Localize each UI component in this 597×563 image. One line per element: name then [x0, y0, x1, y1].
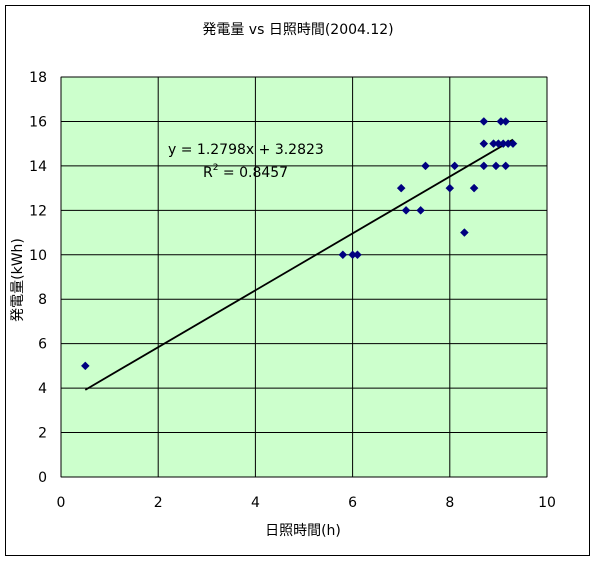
x-tick-label: 10	[538, 495, 556, 511]
data-point	[421, 161, 430, 171]
y-tick-label: 2	[38, 426, 47, 442]
data-point	[469, 183, 479, 193]
x-tick-labels: 0 2 4 6 8 10	[57, 495, 556, 511]
data-point	[80, 361, 90, 371]
y-tick-label: 16	[29, 114, 47, 130]
data-point	[401, 205, 411, 215]
data-point	[396, 183, 406, 193]
data-point	[491, 161, 501, 171]
y-tick-labels: 0 2 4 6 8 10 12 14 16 18	[29, 70, 47, 486]
plot-area	[60, 76, 548, 478]
r-squared-line: R2 = 0.8457	[203, 163, 288, 181]
r-squared-superscript: 2	[213, 163, 219, 173]
r-squared-value: = 0.8457	[218, 165, 288, 181]
data-point	[450, 161, 460, 171]
data-point	[501, 117, 511, 126]
y-tick-label: 8	[38, 292, 47, 308]
data-point	[353, 250, 362, 260]
data-point	[508, 139, 518, 149]
y-axis-title: 発電量(kWh)	[10, 238, 26, 322]
y-tick-label: 12	[29, 203, 47, 219]
data-point	[416, 205, 425, 215]
data-point	[338, 250, 348, 260]
x-axis-title: 日照時間(h)	[265, 523, 341, 539]
chart-title: 発電量 vs 日照時間(2004.12)	[202, 22, 393, 38]
x-tick-label: 6	[348, 495, 357, 511]
data-point	[479, 117, 489, 126]
y-tick-label: 18	[29, 70, 47, 86]
y-tick-label: 6	[38, 337, 47, 353]
data-point	[479, 161, 489, 171]
x-tick-label: 4	[251, 495, 260, 511]
trendline	[84, 138, 514, 391]
trendline-equation: y = 1.2798x + 3.2823 R2 = 0.8457	[168, 142, 324, 181]
y-tick-label: 0	[38, 470, 47, 486]
trendline-group	[84, 138, 514, 391]
y-tick-label: 4	[38, 381, 47, 397]
equation-line: y = 1.2798x + 3.2823	[168, 142, 324, 158]
x-tick-label: 2	[154, 495, 163, 511]
data-point	[501, 161, 511, 171]
data-point	[479, 139, 489, 149]
y-tick-label: 10	[29, 248, 47, 264]
r-squared-prefix: R	[203, 165, 213, 181]
data-points	[80, 117, 518, 371]
data-point	[445, 183, 455, 193]
data-point	[460, 228, 469, 237]
x-tick-label: 8	[445, 495, 454, 511]
x-tick-label: 0	[57, 495, 66, 511]
y-tick-label: 14	[29, 159, 47, 175]
grid-lines	[60, 76, 548, 478]
